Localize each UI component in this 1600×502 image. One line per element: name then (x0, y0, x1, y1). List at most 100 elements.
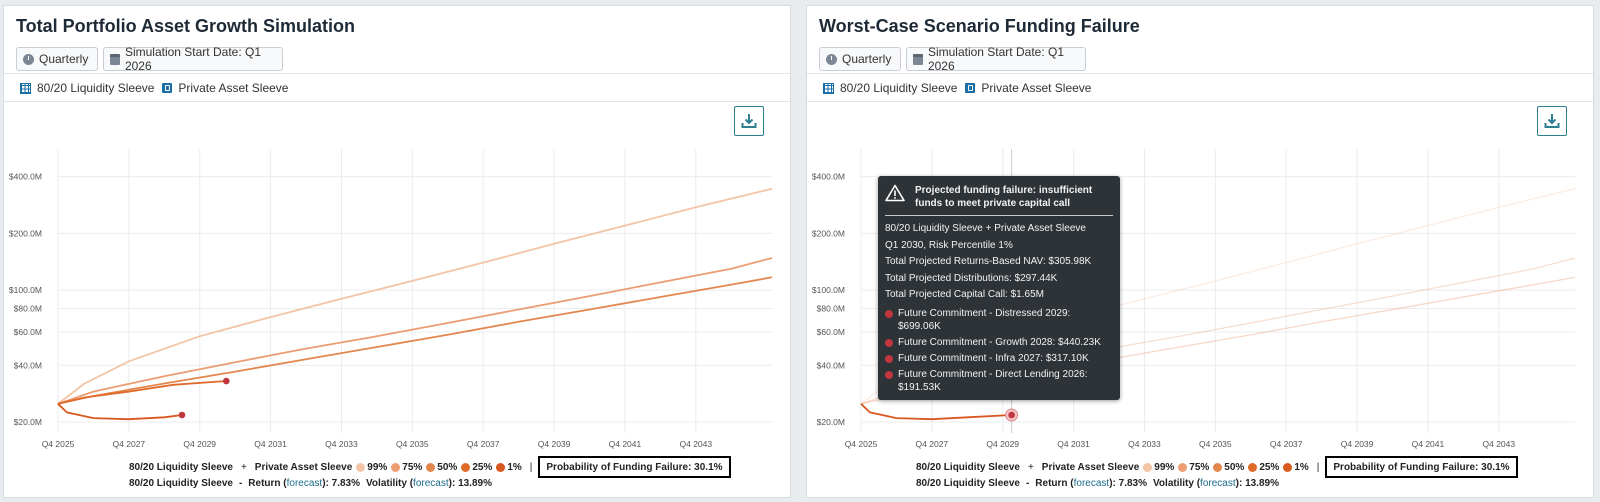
y-tick-label: $60.0M (14, 327, 42, 337)
failure-marker (223, 377, 230, 385)
series-line-1pct (860, 403, 1012, 421)
y-tick-label: $400.0M (812, 172, 845, 182)
return-value: ): 7.83% (322, 477, 360, 489)
legend-separator: | (1316, 461, 1320, 473)
grid-icon (823, 82, 834, 94)
period-chip[interactable]: Quarterly (16, 47, 98, 71)
series-line-1pct (57, 403, 183, 421)
return-forecast-link[interactable]: forecast (286, 477, 323, 489)
legend-1[interactable]: 1% (507, 461, 522, 473)
start-date-label: Simulation Start Date: Q1 2026 (927, 45, 1064, 73)
x-tick-label: Q4 2025 (845, 439, 878, 449)
y-tick-label: $400.0M (9, 172, 42, 182)
volatility-value: ): 13.89% (448, 477, 492, 489)
tooltip-commitment: Future Commitment - Direct Lending 2026:… (885, 368, 1113, 394)
legend-dot-25[interactable] (461, 462, 471, 472)
panel-title: Total Portfolio Asset Growth Simulation (16, 16, 356, 36)
download-button[interactable] (734, 106, 764, 136)
sleeve-label-private[interactable]: Private Asset Sleeve (981, 81, 1092, 95)
panel-title: Worst-Case Scenario Funding Failure (819, 16, 1140, 36)
tooltip-nav: Total Projected Returns-Based NAV: $305.… (885, 256, 1092, 267)
panel-header: Total Portfolio Asset Growth Simulation … (4, 6, 790, 74)
y-tick-label: $100.0M (9, 285, 42, 295)
series-line-50pct (57, 276, 773, 405)
legend-row-percentiles: 80/20 Liquidity Sleeve + Private Asset S… (916, 456, 1518, 478)
legend-dot-75[interactable] (391, 462, 401, 472)
failure-marker (1008, 411, 1015, 419)
x-tick-label: Q4 2031 (1057, 439, 1090, 449)
bullet-icon (885, 338, 893, 347)
x-tick-label: Q4 2037 (1270, 439, 1303, 449)
legend-dot-1[interactable] (496, 462, 506, 472)
legend-plus: + (240, 461, 247, 473)
private-asset-icon (965, 83, 976, 93)
y-tick-label: $200.0M (812, 228, 845, 238)
sleeve-list: 80/20 Liquidity Sleeve Private Asset Sle… (807, 75, 1593, 102)
legend-75[interactable]: 75% (1189, 461, 1210, 473)
legend-dot-1[interactable] (1283, 462, 1293, 472)
legend-row-stats: 80/20 Liquidity Sleeve - Return (forecas… (129, 476, 492, 490)
bullet-icon (885, 354, 893, 363)
start-date-chip[interactable]: Simulation Start Date: Q1 2026 (906, 45, 1086, 73)
legend-plus: + (1027, 461, 1034, 473)
volatility-forecast-link[interactable]: forecast (413, 477, 449, 489)
sleeve-list: 80/20 Liquidity Sleeve Private Asset Sle… (4, 75, 790, 102)
legend-sleeve-b: Private Asset Sleeve (1041, 461, 1140, 473)
private-asset-icon (162, 83, 173, 93)
period-chip[interactable]: Quarterly (819, 47, 901, 71)
return-label: Return ( (248, 477, 287, 489)
x-tick-label: Q4 2029 (183, 439, 216, 449)
commitment-text: Future Commitment - Direct Lending 2026:… (898, 368, 1088, 393)
period-label: Quarterly (842, 52, 892, 66)
start-date-chip[interactable]: Simulation Start Date: Q1 2026 (103, 45, 283, 73)
legend-dot-25[interactable] (1248, 462, 1258, 472)
y-tick-label: $40.0M (14, 360, 42, 370)
stats-dash: - (1025, 477, 1030, 489)
sleeve-label-private[interactable]: Private Asset Sleeve (178, 81, 289, 95)
volatility-label: Volatility ( (366, 477, 414, 489)
tooltip-commitment: Future Commitment - Distressed 2029: $69… (885, 307, 1113, 333)
x-tick-label: Q4 2033 (325, 439, 358, 449)
legend-dot-99[interactable] (1143, 462, 1153, 472)
stats-sleeve: 80/20 Liquidity Sleeve (129, 477, 233, 489)
legend-1[interactable]: 1% (1294, 461, 1309, 473)
tooltip-period: Q1 2030, Risk Percentile 1% (885, 239, 1013, 251)
legend-50[interactable]: 50% (437, 461, 458, 473)
legend-dot-75[interactable] (1178, 462, 1188, 472)
x-tick-label: Q4 2027 (113, 439, 146, 449)
warning-icon (885, 184, 905, 202)
failure-tooltip: Projected funding failure: insufficient … (878, 176, 1120, 400)
y-tick-label: $200.0M (9, 228, 42, 238)
commitment-text: Future Commitment - Infra 2027: $317.10K (898, 352, 1089, 364)
legend-75[interactable]: 75% (402, 461, 423, 473)
legend-99[interactable]: 99% (367, 461, 388, 473)
funding-failure-probability: Probability of Funding Failure: 30.1% (538, 456, 731, 478)
legend-25[interactable]: 25% (472, 461, 493, 473)
x-tick-label: Q4 2039 (1341, 439, 1374, 449)
download-button[interactable] (1537, 106, 1567, 136)
return-forecast-link[interactable]: forecast (1073, 477, 1110, 489)
legend-99[interactable]: 99% (1154, 461, 1175, 473)
bullet-icon (885, 370, 893, 379)
legend-row-stats: 80/20 Liquidity Sleeve - Return (forecas… (916, 476, 1279, 490)
sleeve-label-liquidity[interactable]: 80/20 Liquidity Sleeve (37, 81, 155, 95)
sleeve-label-liquidity[interactable]: 80/20 Liquidity Sleeve (840, 81, 958, 95)
return-label: Return ( (1035, 477, 1074, 489)
failure-marker (178, 411, 186, 419)
calendar-icon (110, 53, 120, 65)
legend-50[interactable]: 50% (1224, 461, 1245, 473)
volatility-value: ): 13.89% (1235, 477, 1279, 489)
legend-dot-99[interactable] (356, 462, 366, 472)
grid-icon (20, 82, 31, 94)
tooltip-portfolio: 80/20 Liquidity Sleeve + Private Asset S… (885, 223, 1086, 234)
tooltip-commitment: Future Commitment - Infra 2027: $317.10K (885, 352, 1113, 365)
legend-25[interactable]: 25% (1259, 461, 1280, 473)
legend-dot-50[interactable] (1213, 462, 1223, 472)
clock-icon (826, 53, 837, 65)
x-tick-label: Q4 2029 (986, 439, 1019, 449)
volatility-forecast-link[interactable]: forecast (1200, 477, 1236, 489)
volatility-label: Volatility ( (1153, 477, 1201, 489)
y-tick-label: $80.0M (14, 303, 42, 313)
series-line-99pct (57, 187, 773, 405)
legend-dot-50[interactable] (426, 462, 436, 472)
